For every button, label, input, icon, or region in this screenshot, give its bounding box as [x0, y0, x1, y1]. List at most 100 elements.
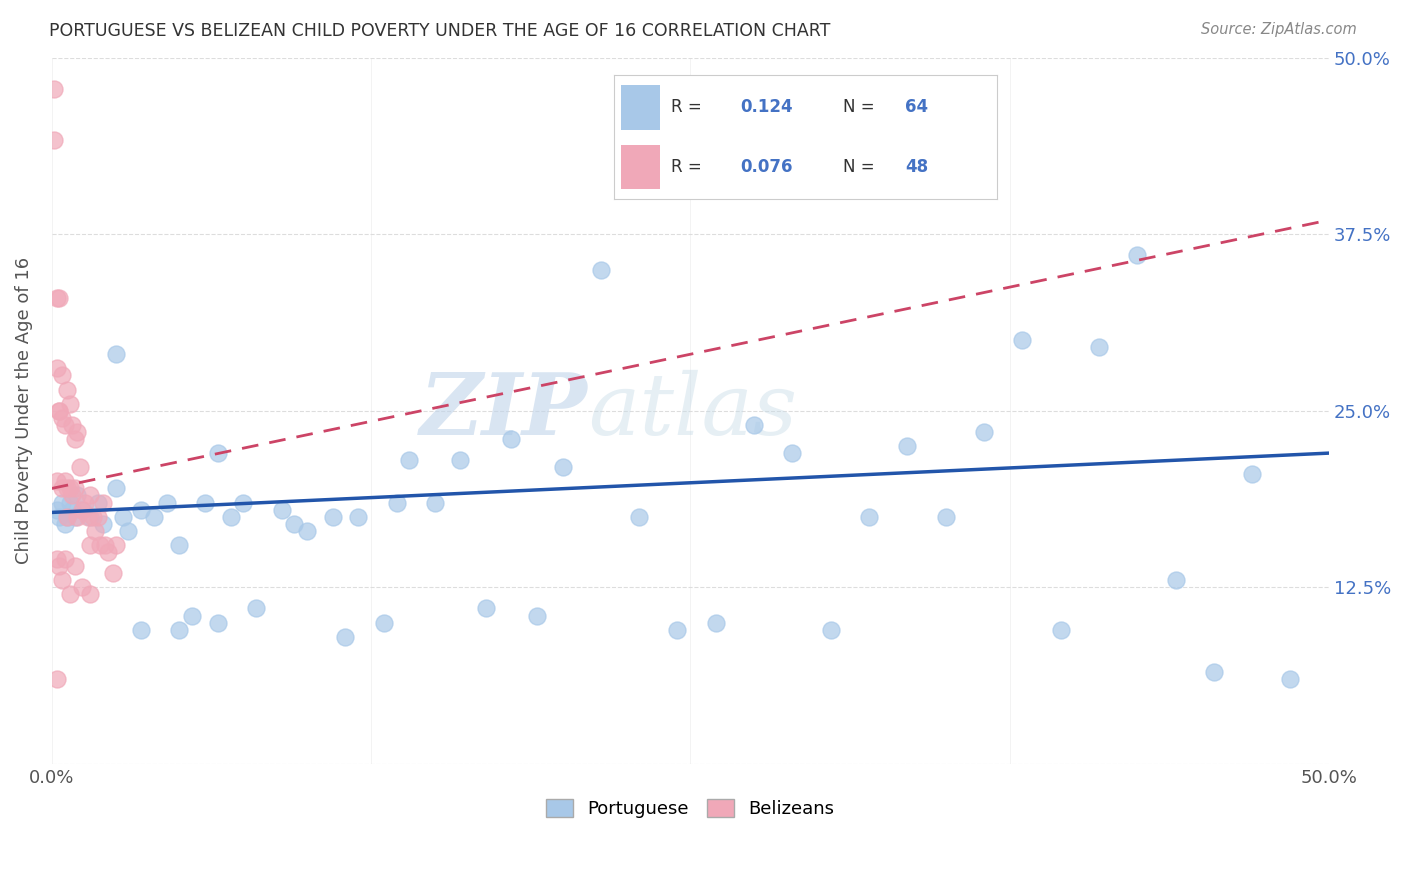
Point: [51, 482, 73, 496]
Point: [73, 495, 96, 509]
Point: [194, 495, 217, 509]
Point: [56, 509, 79, 524]
Point: [129, 502, 152, 516]
Point: [526, 608, 548, 623]
Point: [59, 495, 82, 509]
Point: [48, 291, 70, 305]
Point: [449, 453, 471, 467]
Point: [373, 615, 395, 630]
Point: [156, 495, 179, 509]
Point: [1241, 467, 1264, 482]
Point: [169, 538, 191, 552]
Point: [60, 502, 83, 516]
Point: [104, 482, 127, 496]
Point: [398, 453, 420, 467]
Point: [1011, 333, 1033, 347]
Point: [45, 291, 67, 305]
Point: [423, 495, 446, 509]
Legend: Portuguese, Belizeans: Portuguese, Belizeans: [538, 791, 842, 825]
Point: [295, 524, 318, 538]
Point: [45, 552, 67, 566]
Point: [820, 623, 842, 637]
Point: [63, 432, 86, 446]
Point: [53, 475, 76, 489]
Point: [48, 509, 70, 524]
Text: atlas: atlas: [588, 369, 797, 452]
Point: [51, 573, 73, 587]
Point: [59, 587, 82, 601]
Point: [347, 509, 370, 524]
Point: [104, 347, 127, 361]
Point: [59, 397, 82, 411]
Point: [169, 623, 191, 637]
Point: [704, 615, 727, 630]
Point: [60, 488, 83, 502]
Point: [283, 516, 305, 531]
Point: [45, 475, 67, 489]
Text: ZIP: ZIP: [420, 369, 588, 452]
Point: [101, 566, 124, 581]
Point: [94, 538, 117, 552]
Point: [1279, 672, 1302, 686]
Point: [51, 495, 73, 509]
Point: [112, 509, 135, 524]
Point: [551, 460, 574, 475]
Point: [45, 672, 67, 686]
Point: [79, 538, 101, 552]
Point: [1049, 623, 1071, 637]
Point: [322, 509, 344, 524]
Point: [48, 559, 70, 574]
Point: [232, 495, 254, 509]
Point: [245, 601, 267, 615]
Point: [219, 509, 242, 524]
Point: [589, 262, 612, 277]
Point: [45, 502, 67, 516]
Point: [72, 502, 94, 516]
Point: [72, 502, 94, 516]
Point: [84, 524, 107, 538]
Point: [51, 410, 73, 425]
Point: [72, 580, 94, 594]
Point: [104, 538, 127, 552]
Point: [858, 509, 880, 524]
Point: [87, 509, 110, 524]
Point: [501, 432, 523, 446]
Point: [896, 439, 918, 453]
Point: [628, 509, 651, 524]
Point: [53, 516, 76, 531]
Point: [69, 460, 91, 475]
Point: [79, 488, 101, 502]
Point: [56, 482, 79, 496]
Point: [91, 495, 114, 509]
Point: [666, 623, 689, 637]
Point: [63, 559, 86, 574]
Y-axis label: Child Poverty Under the Age of 16: Child Poverty Under the Age of 16: [15, 257, 32, 565]
Text: Source: ZipAtlas.com: Source: ZipAtlas.com: [1201, 22, 1357, 37]
Point: [87, 495, 110, 509]
Point: [66, 425, 89, 439]
Point: [91, 516, 114, 531]
Point: [142, 509, 165, 524]
Point: [76, 509, 98, 524]
Point: [60, 417, 83, 432]
Point: [1088, 340, 1111, 354]
Point: [51, 368, 73, 383]
Point: [385, 495, 408, 509]
Point: [1202, 665, 1225, 679]
Point: [973, 425, 995, 439]
Point: [207, 446, 229, 460]
Point: [53, 552, 76, 566]
Point: [66, 509, 89, 524]
Point: [129, 623, 152, 637]
Point: [56, 383, 79, 397]
Point: [782, 446, 804, 460]
Point: [79, 509, 101, 524]
Point: [335, 630, 357, 644]
Point: [207, 615, 229, 630]
Point: [270, 502, 292, 516]
Point: [79, 587, 101, 601]
Point: [82, 509, 104, 524]
Point: [44, 132, 66, 146]
Point: [56, 509, 79, 524]
Point: [1164, 573, 1187, 587]
